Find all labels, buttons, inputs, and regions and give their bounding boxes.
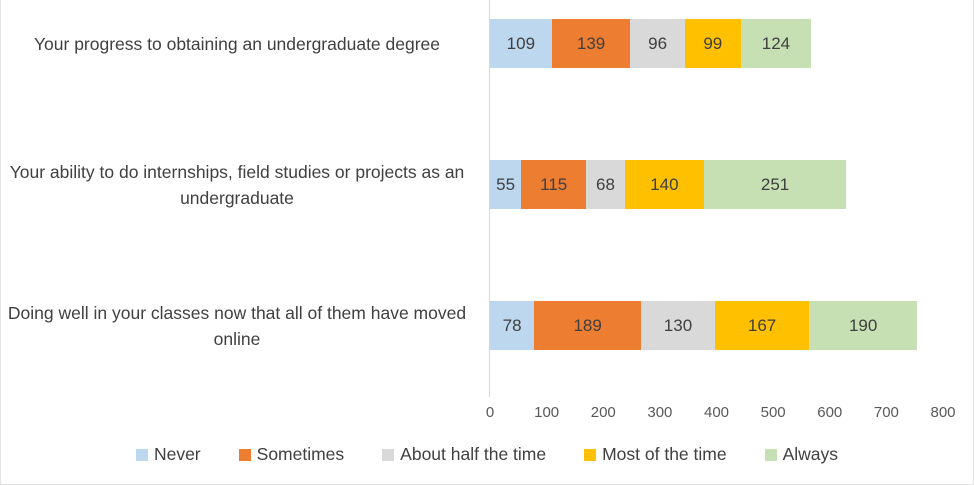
data-label: 130: [663, 315, 693, 335]
data-label: 140: [650, 174, 679, 194]
bar-segment[interactable]: 130: [641, 301, 715, 350]
x-tick-label: 0: [485, 404, 495, 421]
legend-item[interactable]: Never: [135, 444, 201, 465]
legend-label: Always: [782, 444, 839, 464]
legend-item[interactable]: Always: [764, 444, 839, 465]
bar-segment[interactable]: 115: [521, 160, 587, 209]
bar-segment[interactable]: 109: [490, 19, 552, 68]
y-axis-line: [489, 0, 490, 397]
data-label: 124: [761, 33, 791, 53]
bar-segment[interactable]: 251: [704, 160, 847, 209]
x-tick-label: 100: [534, 404, 560, 421]
data-label: 99: [703, 33, 723, 53]
legend-swatch-icon: [764, 448, 777, 461]
data-label: 115: [540, 174, 568, 194]
legend-swatch-icon: [238, 448, 251, 461]
data-label: 190: [848, 315, 878, 335]
data-label: 96: [648, 33, 668, 53]
bar-segment[interactable]: 124: [740, 19, 812, 68]
legend-label: Most of the time: [602, 444, 727, 464]
bar-segment[interactable]: 55: [490, 160, 522, 209]
legend-swatch-icon: [135, 448, 148, 461]
data-label: 189: [573, 315, 602, 335]
data-label: 139: [576, 33, 606, 53]
bar-segment[interactable]: 96: [630, 19, 685, 68]
x-tick-label: 800: [930, 404, 956, 421]
bar-segment[interactable]: 190: [809, 301, 917, 350]
bar-segment[interactable]: 140: [624, 160, 705, 209]
data-label: 109: [506, 33, 536, 53]
legend: Never Sometimes About half the time Most of…: [1, 444, 973, 465]
bar-segment[interactable]: 167: [714, 301, 810, 350]
stacked-bar: 78 189 130 167 190: [490, 301, 917, 350]
legend-label: Never: [153, 444, 201, 464]
legend-swatch-icon: [584, 448, 597, 461]
bar-segment[interactable]: 189: [534, 301, 642, 350]
legend-swatch-icon: [382, 448, 395, 461]
x-tick-label: 500: [760, 404, 786, 421]
x-tick-label: 700: [873, 404, 899, 421]
legend-item[interactable]: Most of the time: [584, 444, 727, 465]
x-tick-label: 400: [703, 404, 730, 421]
bar-segment[interactable]: 99: [684, 19, 741, 68]
x-tick-label: 300: [647, 404, 673, 421]
legend-label: About half the time: [400, 444, 547, 464]
stacked-bar: 55 115 68 140 251: [490, 160, 847, 209]
stacked-bar: 109 139 96 99 124: [490, 19, 812, 68]
x-tick-label: 600: [817, 404, 843, 421]
x-tick-label: 200: [590, 404, 616, 421]
category-label: Your ability to do internships, field st…: [9, 161, 465, 208]
data-label: 68: [596, 174, 615, 194]
bar-segment[interactable]: 78: [490, 301, 535, 350]
legend-item[interactable]: About half the time: [382, 444, 546, 465]
category-label: Doing well in your classes now that all …: [7, 302, 467, 349]
data-label: 55: [496, 174, 516, 194]
bar-segment[interactable]: 68: [586, 160, 625, 209]
data-label: 251: [760, 174, 790, 194]
legend-item[interactable]: Sometimes: [238, 444, 345, 465]
bar-segment[interactable]: 139: [551, 19, 631, 68]
legend-label: Sometimes: [256, 444, 345, 464]
data-label: 167: [747, 315, 777, 335]
data-label: 78: [502, 315, 522, 335]
category-label: Your progress to obtaining an undergradu…: [33, 33, 441, 54]
